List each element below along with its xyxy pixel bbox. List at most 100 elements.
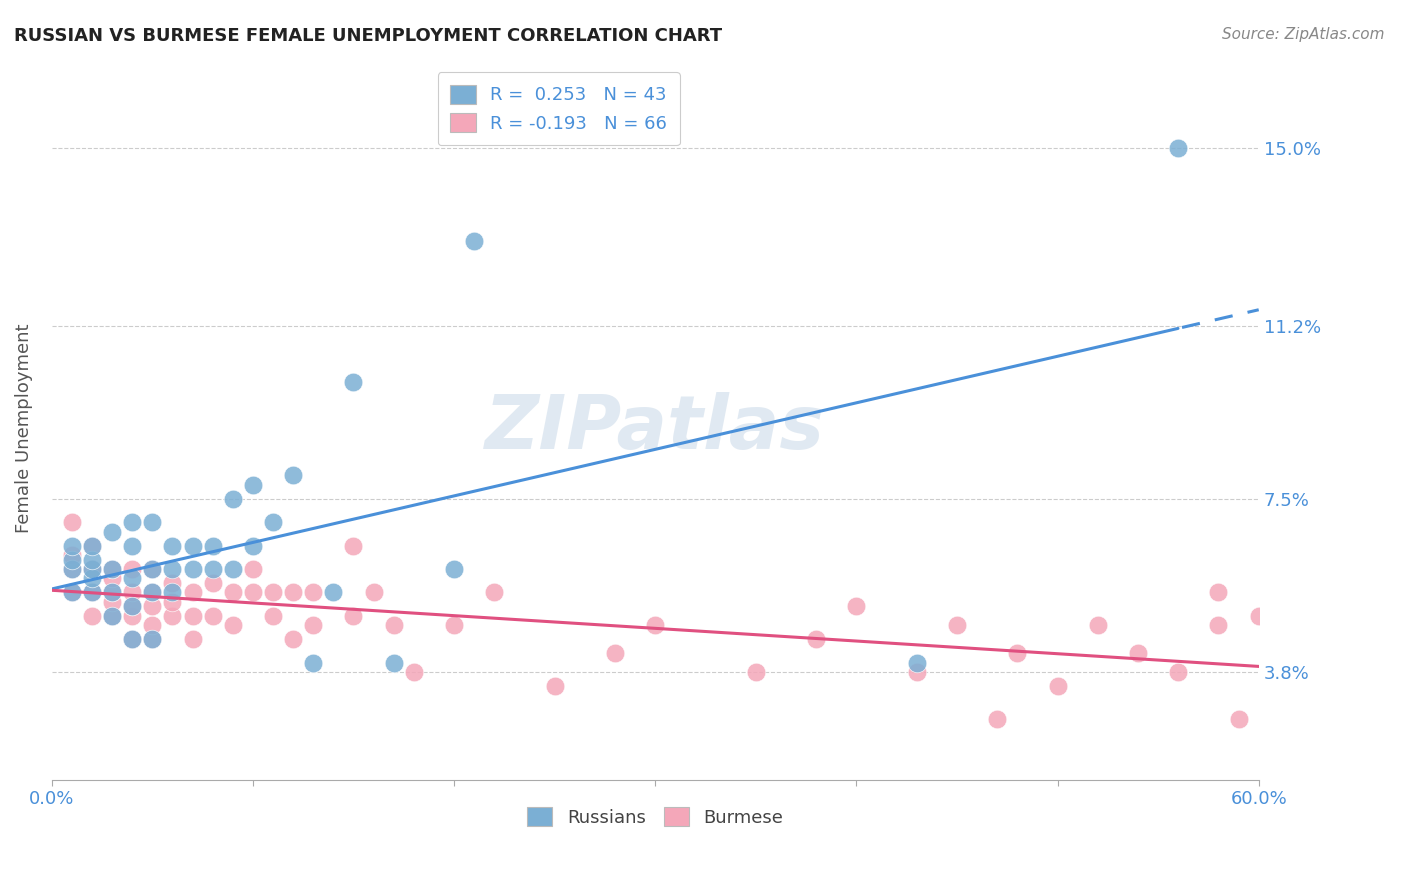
Point (121, 585, 143, 599)
Point (60, 585, 83, 599)
Point (1227, 712, 1250, 726)
Point (121, 608, 143, 623)
Point (342, 608, 364, 623)
Point (60, 552, 83, 566)
Point (181, 539, 204, 553)
Point (543, 679, 565, 693)
Point (443, 562, 465, 576)
Point (201, 608, 224, 623)
Point (162, 562, 184, 576)
Point (80, 562, 103, 576)
Point (281, 468, 304, 483)
Point (80, 562, 103, 576)
Point (845, 599, 868, 614)
Point (60, 562, 83, 576)
Point (644, 618, 666, 632)
Point (101, 585, 124, 599)
Point (121, 632, 143, 647)
Point (905, 665, 928, 679)
Point (141, 562, 163, 576)
Point (342, 539, 364, 553)
Point (141, 618, 163, 632)
Point (1046, 679, 1069, 693)
Point (101, 585, 124, 599)
Point (1247, 608, 1270, 623)
Point (121, 632, 143, 647)
Point (101, 608, 124, 623)
Point (402, 665, 425, 679)
Point (121, 539, 143, 553)
Point (242, 585, 264, 599)
Point (141, 632, 163, 647)
Point (80, 539, 103, 553)
Point (201, 539, 224, 553)
Point (162, 595, 184, 609)
Point (242, 477, 264, 491)
Point (242, 539, 264, 553)
Point (121, 515, 143, 529)
Point (745, 665, 768, 679)
Point (141, 562, 163, 576)
Point (281, 632, 304, 647)
Point (946, 618, 969, 632)
Legend: Russians, Burmese: Russians, Burmese (520, 800, 790, 834)
Point (181, 632, 204, 647)
Point (1007, 646, 1029, 660)
Point (141, 585, 163, 599)
Point (80, 608, 103, 623)
Point (603, 646, 626, 660)
Point (162, 576, 184, 591)
Point (141, 515, 163, 529)
Point (101, 571, 124, 585)
Point (302, 618, 325, 632)
Point (181, 585, 204, 599)
Point (162, 585, 184, 599)
Point (60, 562, 83, 576)
Point (322, 585, 344, 599)
Point (101, 562, 124, 576)
Point (60, 548, 83, 562)
Point (162, 539, 184, 553)
Text: RUSSIAN VS BURMESE FEMALE UNEMPLOYMENT CORRELATION CHART: RUSSIAN VS BURMESE FEMALE UNEMPLOYMENT C… (14, 27, 723, 45)
Point (382, 618, 405, 632)
Point (121, 599, 143, 614)
Point (80, 539, 103, 553)
Point (60, 539, 83, 553)
Point (1208, 585, 1230, 599)
Text: ZIPatlas: ZIPatlas (485, 392, 825, 465)
Point (60, 515, 83, 529)
Point (80, 585, 103, 599)
Point (1087, 618, 1109, 632)
Point (463, 234, 485, 248)
Point (101, 524, 124, 539)
Point (222, 562, 245, 576)
Point (262, 515, 284, 529)
Point (141, 585, 163, 599)
Point (1208, 618, 1230, 632)
Point (121, 599, 143, 614)
Point (484, 585, 506, 599)
Point (1167, 141, 1189, 155)
Point (201, 576, 224, 591)
Point (986, 712, 1008, 726)
Y-axis label: Female Unemployment: Female Unemployment (15, 324, 32, 533)
Point (181, 608, 204, 623)
Point (101, 562, 124, 576)
Point (443, 618, 465, 632)
Point (222, 585, 245, 599)
Point (342, 375, 364, 389)
Point (302, 585, 325, 599)
Point (121, 571, 143, 585)
Point (363, 585, 385, 599)
Point (222, 618, 245, 632)
Point (101, 608, 124, 623)
Point (262, 585, 284, 599)
Point (1126, 646, 1149, 660)
Point (60, 585, 83, 599)
Point (141, 599, 163, 614)
Point (242, 562, 264, 576)
Point (804, 632, 827, 647)
Point (141, 632, 163, 647)
Point (181, 562, 204, 576)
Point (80, 585, 103, 599)
